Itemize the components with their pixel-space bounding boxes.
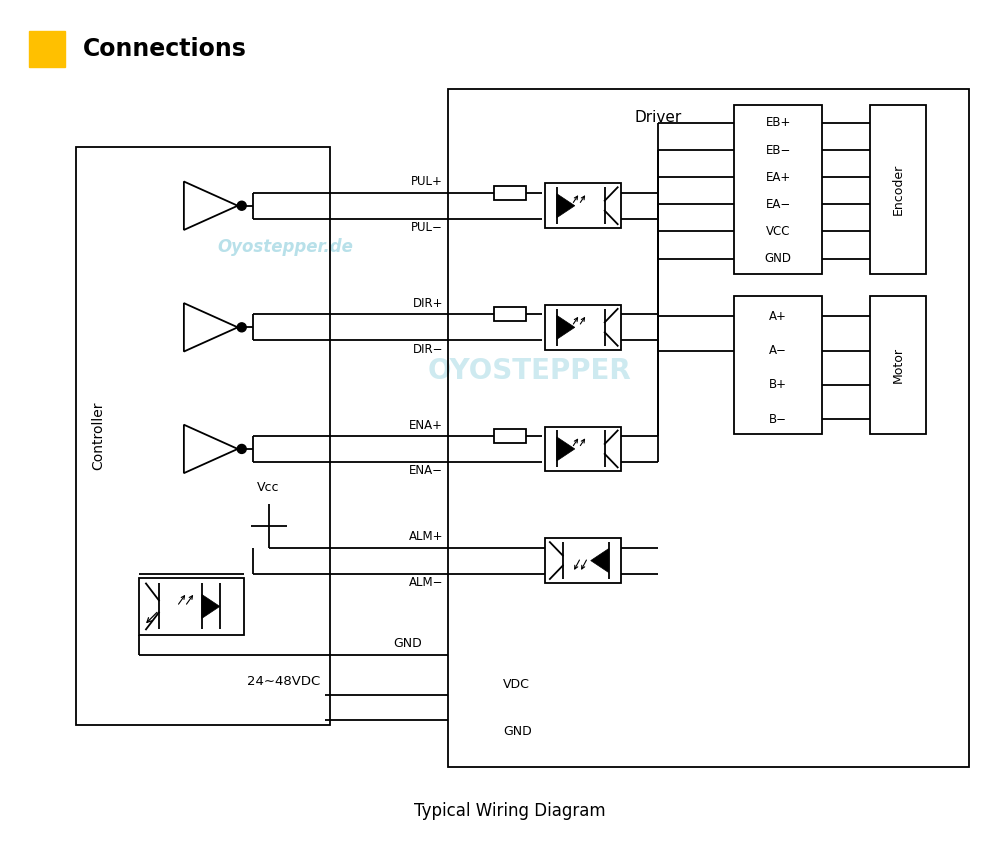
Bar [494, 186, 526, 199]
Text: Connections: Connections [83, 37, 247, 62]
Text: GND: GND [393, 637, 422, 650]
Bar [494, 429, 526, 443]
Bar [870, 105, 926, 275]
Text: Driver: Driver [635, 110, 682, 124]
Text: VCC: VCC [766, 225, 790, 238]
Text: ALM−: ALM− [409, 576, 443, 589]
Bar [76, 147, 330, 725]
Text: 24∼48VDC: 24∼48VDC [247, 675, 321, 687]
Text: B−: B− [769, 413, 787, 425]
Text: OYOSTEPPER: OYOSTEPPER [428, 357, 632, 385]
Bar [870, 296, 926, 434]
Text: PUL−: PUL− [411, 221, 443, 235]
Text: GND: GND [503, 724, 532, 738]
Circle shape [237, 444, 246, 454]
Text: EA−: EA− [766, 198, 791, 211]
Text: ENA−: ENA− [409, 464, 443, 478]
Text: Controller: Controller [91, 401, 105, 470]
Text: Vcc: Vcc [257, 481, 280, 494]
Bar [494, 307, 526, 321]
Bar [734, 296, 822, 434]
Text: A−: A− [769, 344, 787, 357]
Bar [139, 578, 244, 635]
Circle shape [237, 323, 246, 332]
Text: B+: B+ [769, 378, 787, 391]
Polygon shape [591, 549, 609, 573]
Text: EB+: EB+ [766, 116, 791, 129]
Text: EB−: EB− [766, 144, 791, 157]
Bar [734, 105, 822, 275]
Polygon shape [557, 437, 575, 461]
Polygon shape [202, 594, 220, 618]
Text: VDC: VDC [503, 678, 530, 691]
Bar [545, 305, 621, 350]
Text: GND: GND [765, 252, 792, 265]
Text: Typical Wiring Diagram: Typical Wiring Diagram [414, 802, 606, 820]
Polygon shape [557, 315, 575, 339]
Text: DIR+: DIR+ [413, 297, 443, 310]
Text: PUL+: PUL+ [411, 175, 443, 188]
Text: ENA+: ENA+ [409, 419, 443, 431]
Text: EA+: EA+ [766, 170, 791, 184]
Text: Oyostepper.de: Oyostepper.de [218, 238, 354, 256]
Text: ALM+: ALM+ [409, 530, 443, 544]
Bar [545, 183, 621, 229]
Bar [29, 32, 65, 67]
Polygon shape [557, 193, 575, 217]
Text: Encoder: Encoder [891, 164, 904, 216]
Text: DIR−: DIR− [413, 342, 443, 356]
Text: A+: A+ [769, 310, 787, 323]
Bar [545, 426, 621, 472]
Text: Motor: Motor [891, 348, 904, 383]
Bar [448, 89, 969, 767]
Circle shape [237, 201, 246, 211]
Bar [545, 538, 621, 583]
